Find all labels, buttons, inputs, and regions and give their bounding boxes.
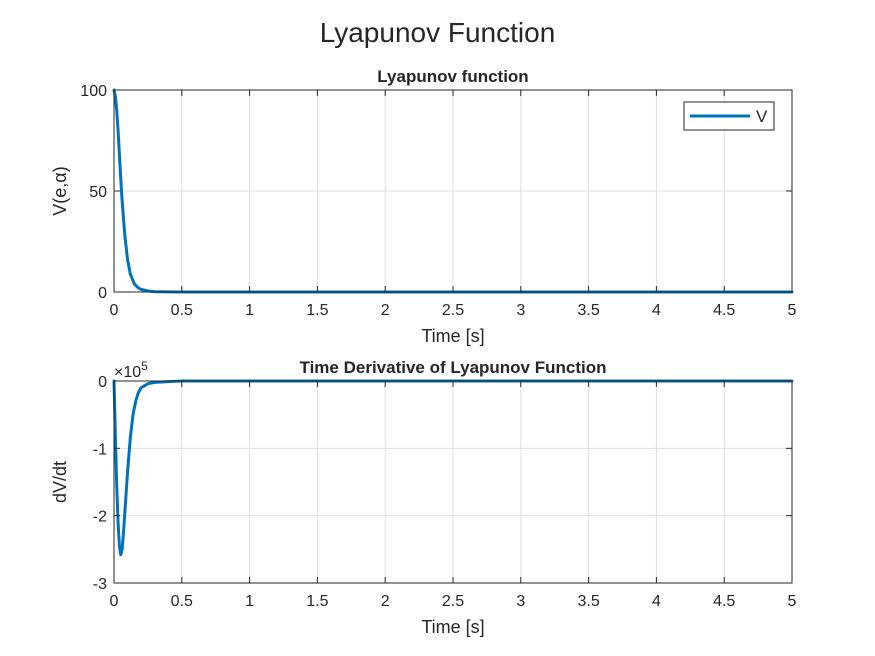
y-exponent-label: ×105 <box>114 359 148 381</box>
x-tick-label: 0.5 <box>171 593 193 610</box>
x-tick-label: 3 <box>516 593 525 610</box>
axes-title: Lyapunov function <box>377 67 528 86</box>
x-tick-label: 3 <box>516 302 525 319</box>
x-tick-label: 1.5 <box>306 302 328 319</box>
y-axis-label: V(e,α) <box>50 166 70 215</box>
x-tick-label: 2.5 <box>442 302 464 319</box>
x-tick-label: 2 <box>381 302 390 319</box>
tick-layer: 0 0.5 1 1.5 2 2.5 3 3.5 4 4.5 5 -3 -2 -1 0 <box>93 374 797 610</box>
y-tick-label: 0 <box>98 374 107 391</box>
x-tick-label: 0 <box>110 302 119 319</box>
x-tick-label: 4.5 <box>713 302 735 319</box>
x-tick-label: 3.5 <box>577 302 599 319</box>
x-tick-label: 1 <box>245 593 254 610</box>
x-tick-label: 2.5 <box>442 593 464 610</box>
x-axis-label: Time [s] <box>421 326 484 346</box>
x-tick-label: 3.5 <box>577 593 599 610</box>
y-tick-label: -2 <box>93 509 107 526</box>
x-tick-label: 4 <box>652 302 661 319</box>
x-tick-label: 1.5 <box>306 593 328 610</box>
x-tick-label: 4 <box>652 593 661 610</box>
y-tick-label: 100 <box>80 83 107 100</box>
legend-entry-v: V <box>756 107 768 126</box>
x-tick-label: 0 <box>110 593 119 610</box>
y-tick-label: 50 <box>89 184 107 201</box>
y-tick-label: -1 <box>93 441 107 458</box>
x-tick-label: 0.5 <box>171 302 193 319</box>
legend: V <box>683 101 775 131</box>
y-exponent-base: ×10 <box>114 364 141 381</box>
x-tick-label: 4.5 <box>713 593 735 610</box>
x-tick-label: 1 <box>245 302 254 319</box>
x-tick-label: 2 <box>381 593 390 610</box>
x-tick-label: 5 <box>788 593 797 610</box>
x-axis-label: Time [s] <box>421 617 484 637</box>
axes-title: Time Derivative of Lyapunov Function <box>300 358 607 377</box>
y-exponent-power: 5 <box>141 359 148 373</box>
figure-title: Lyapunov Function <box>320 17 556 48</box>
y-tick-label: -3 <box>93 576 107 593</box>
lyapunov-derivative-axes: 0 0.5 1 1.5 2 2.5 3 3.5 4 4.5 5 -3 -2 -1 0 Time Deriva… <box>50 358 797 637</box>
y-axis-label: dV/dt <box>50 461 70 503</box>
y-tick-label: 0 <box>98 285 107 302</box>
x-tick-label: 5 <box>788 302 797 319</box>
